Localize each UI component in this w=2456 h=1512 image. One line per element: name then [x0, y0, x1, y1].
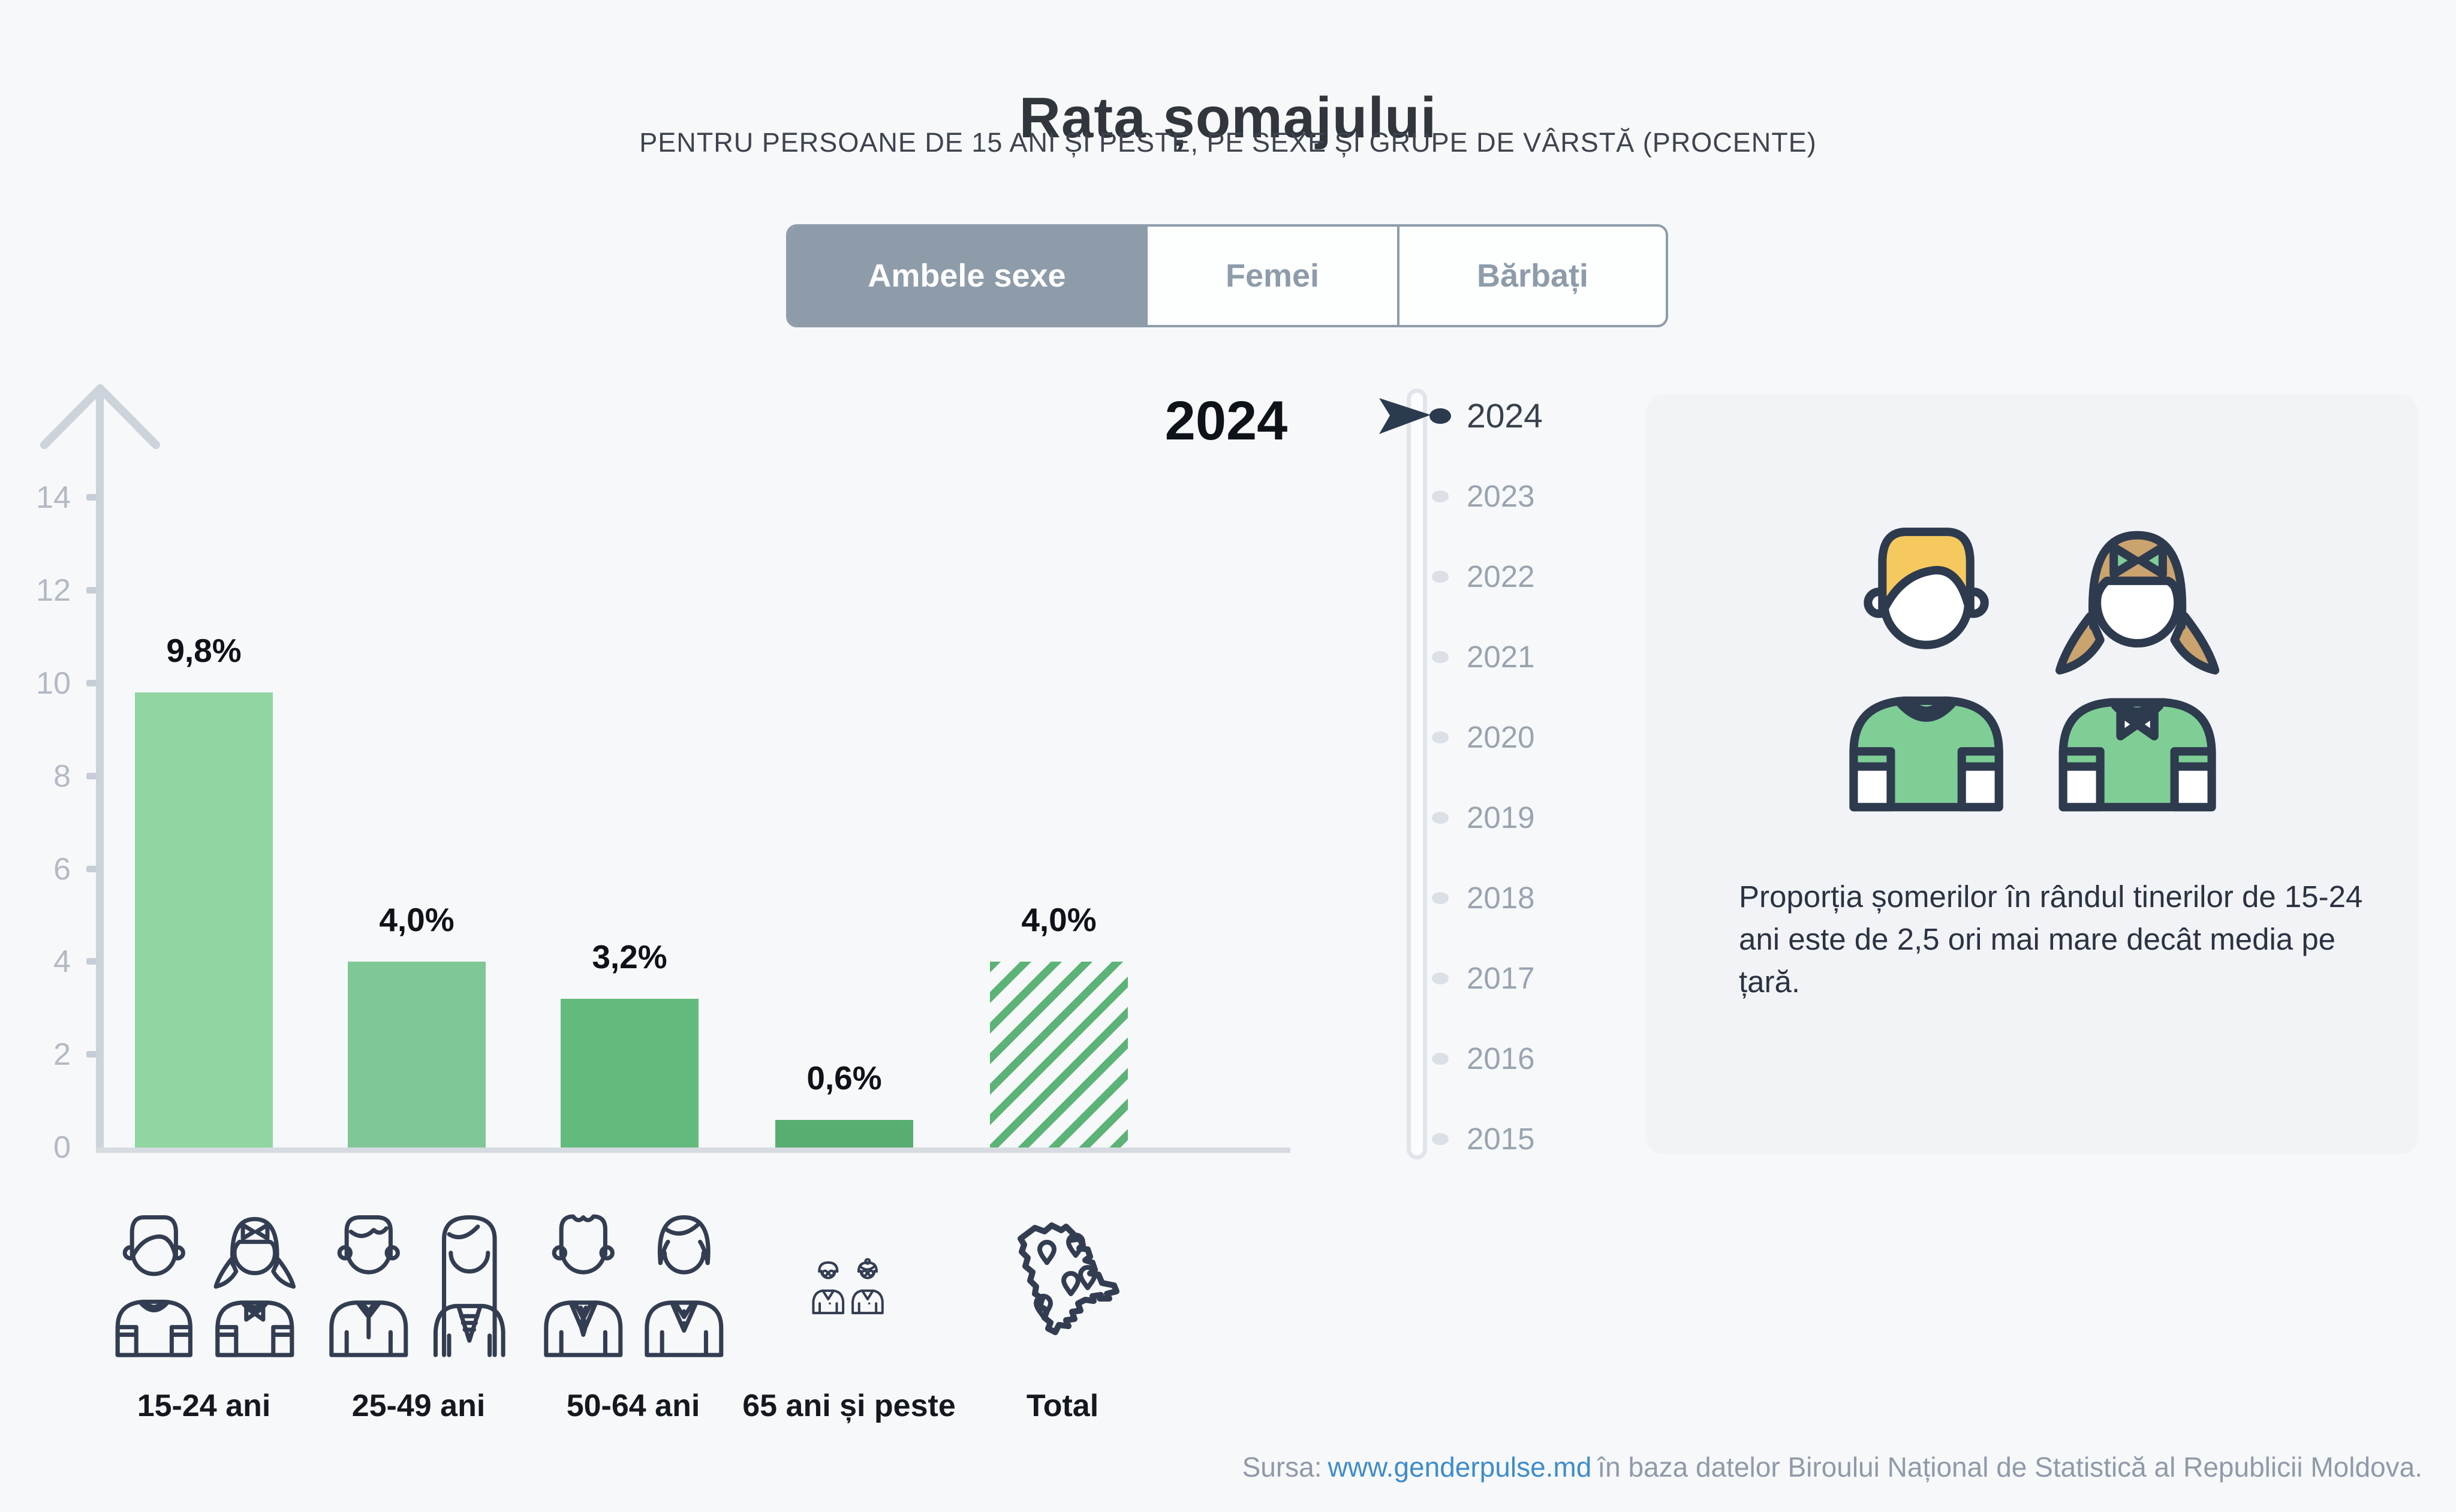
timeline-year-2017[interactable]: 2017 — [1467, 961, 1535, 995]
source-link[interactable]: www.genderpulse.md — [1328, 1451, 1592, 1483]
y-tick-mark-2 — [86, 1051, 97, 1058]
timeline-year-2020[interactable]: 2020 — [1467, 720, 1535, 754]
category-label-15-24: 15-24 ani — [137, 1388, 271, 1423]
timeline-dot-2022[interactable] — [1432, 571, 1449, 583]
moldova-map-icon — [999, 1213, 1125, 1357]
timeline-dot-2020[interactable] — [1432, 731, 1449, 743]
page-title: Rata șomajului — [1019, 86, 1437, 150]
y-tick-mark-14 — [86, 494, 97, 501]
timeline-track[interactable] — [1407, 388, 1427, 1159]
bar-value-label-2: 4,0% — [379, 901, 455, 938]
source-line: Sursa: www.genderpulse.md în baza datelor … — [1242, 1451, 2422, 1483]
category-label-50-64: 50-64 ani — [566, 1388, 700, 1423]
timeline-year-2019[interactable]: 2019 — [1467, 800, 1535, 835]
young-boy-icon — [106, 1204, 203, 1361]
sex-tabs: Ambele sexe Femei Bărbați — [786, 224, 1668, 327]
bar-25-49-ani[interactable] — [348, 962, 486, 1147]
young-girl-icon — [206, 1204, 304, 1361]
adult-woman-icon — [421, 1204, 519, 1361]
y-tick-label-2: 2 — [53, 1037, 71, 1073]
tab-femei[interactable]: Femei — [1145, 227, 1397, 325]
timeline-cursor-icon[interactable] — [1377, 397, 1434, 436]
bar-65-ani-și-peste[interactable] — [775, 1120, 913, 1147]
timeline-year-2023[interactable]: 2023 — [1467, 479, 1535, 513]
y-axis-line — [96, 388, 104, 1151]
timeline-year-2015[interactable]: 2015 — [1467, 1122, 1535, 1156]
timeline-dot-2023[interactable] — [1432, 490, 1449, 502]
y-tick-label-4: 4 — [53, 944, 71, 980]
category-label-25-49: 25-49 ani — [351, 1388, 486, 1423]
y-tick-mark-6 — [86, 865, 97, 872]
timeline-dot-2016[interactable] — [1432, 1053, 1449, 1065]
bar-50-64-ani[interactable] — [561, 999, 699, 1147]
timeline-dot-2024[interactable] — [1429, 408, 1451, 424]
timeline-dot-2017[interactable] — [1432, 972, 1449, 984]
adult-man-icon — [320, 1204, 418, 1361]
y-tick-label-10: 10 — [36, 666, 71, 701]
timeline-dot-2021[interactable] — [1432, 651, 1449, 663]
category-label-65-plus: 65 ani și peste — [742, 1388, 956, 1423]
infobox-text: Proporția șomerilor în rândul tinerilor … — [1739, 880, 2363, 999]
y-tick-label-6: 6 — [53, 851, 71, 887]
timeline-year-2021[interactable]: 2021 — [1467, 640, 1535, 674]
y-tick-mark-8 — [86, 772, 97, 779]
x-axis-line — [96, 1147, 1290, 1153]
senior-woman-icon — [636, 1204, 733, 1361]
y-tick-label-12: 12 — [36, 573, 71, 609]
y-tick-label-8: 8 — [53, 758, 71, 794]
bar-value-label-1: 9,8% — [166, 632, 242, 669]
page-subtitle: PENTRU PERSOANE DE 15 ANI ȘI PESTE, PE S… — [639, 127, 1817, 158]
tab-ambele-sexe[interactable]: Ambele sexe — [788, 227, 1145, 325]
timeline-dot-2019[interactable] — [1432, 812, 1449, 824]
timeline-dot-2018[interactable] — [1432, 892, 1449, 904]
y-tick-label-14: 14 — [36, 480, 71, 516]
timeline-year-2016[interactable]: 2016 — [1467, 1041, 1535, 1076]
timeline-year-2024[interactable]: 2024 — [1467, 397, 1543, 435]
timeline-year-2018[interactable]: 2018 — [1467, 881, 1535, 915]
bar-total[interactable] — [990, 962, 1128, 1147]
category-label-total: Total — [1026, 1388, 1099, 1423]
infobox — [1646, 394, 2418, 1154]
timeline-dot-2015[interactable] — [1432, 1133, 1449, 1145]
senior-man-icon — [535, 1204, 633, 1361]
timeline-year-2022[interactable]: 2022 — [1467, 559, 1535, 594]
bar-value-label-5: 4,0% — [1021, 901, 1097, 938]
chart-year-label: 2024 — [1164, 390, 1288, 451]
source-suffix: în baza datelor Biroului Național de Sta… — [1597, 1451, 2422, 1483]
y-tick-mark-12 — [86, 587, 97, 594]
boy-girl-colored-icon — [1830, 505, 2235, 819]
elderly-pair-icon — [806, 1255, 891, 1315]
y-tick-mark-4 — [86, 958, 97, 965]
tab-barbati[interactable]: Bărbați — [1397, 227, 1666, 325]
bar-value-label-3: 3,2% — [592, 938, 667, 975]
y-tick-mark-10 — [86, 680, 97, 686]
y-tick-label-0: 0 — [53, 1130, 71, 1165]
source-prefix: Sursa: — [1242, 1451, 1322, 1483]
bar-value-label-4: 0,6% — [806, 1059, 882, 1097]
bar-15-24-ani[interactable] — [135, 692, 273, 1147]
